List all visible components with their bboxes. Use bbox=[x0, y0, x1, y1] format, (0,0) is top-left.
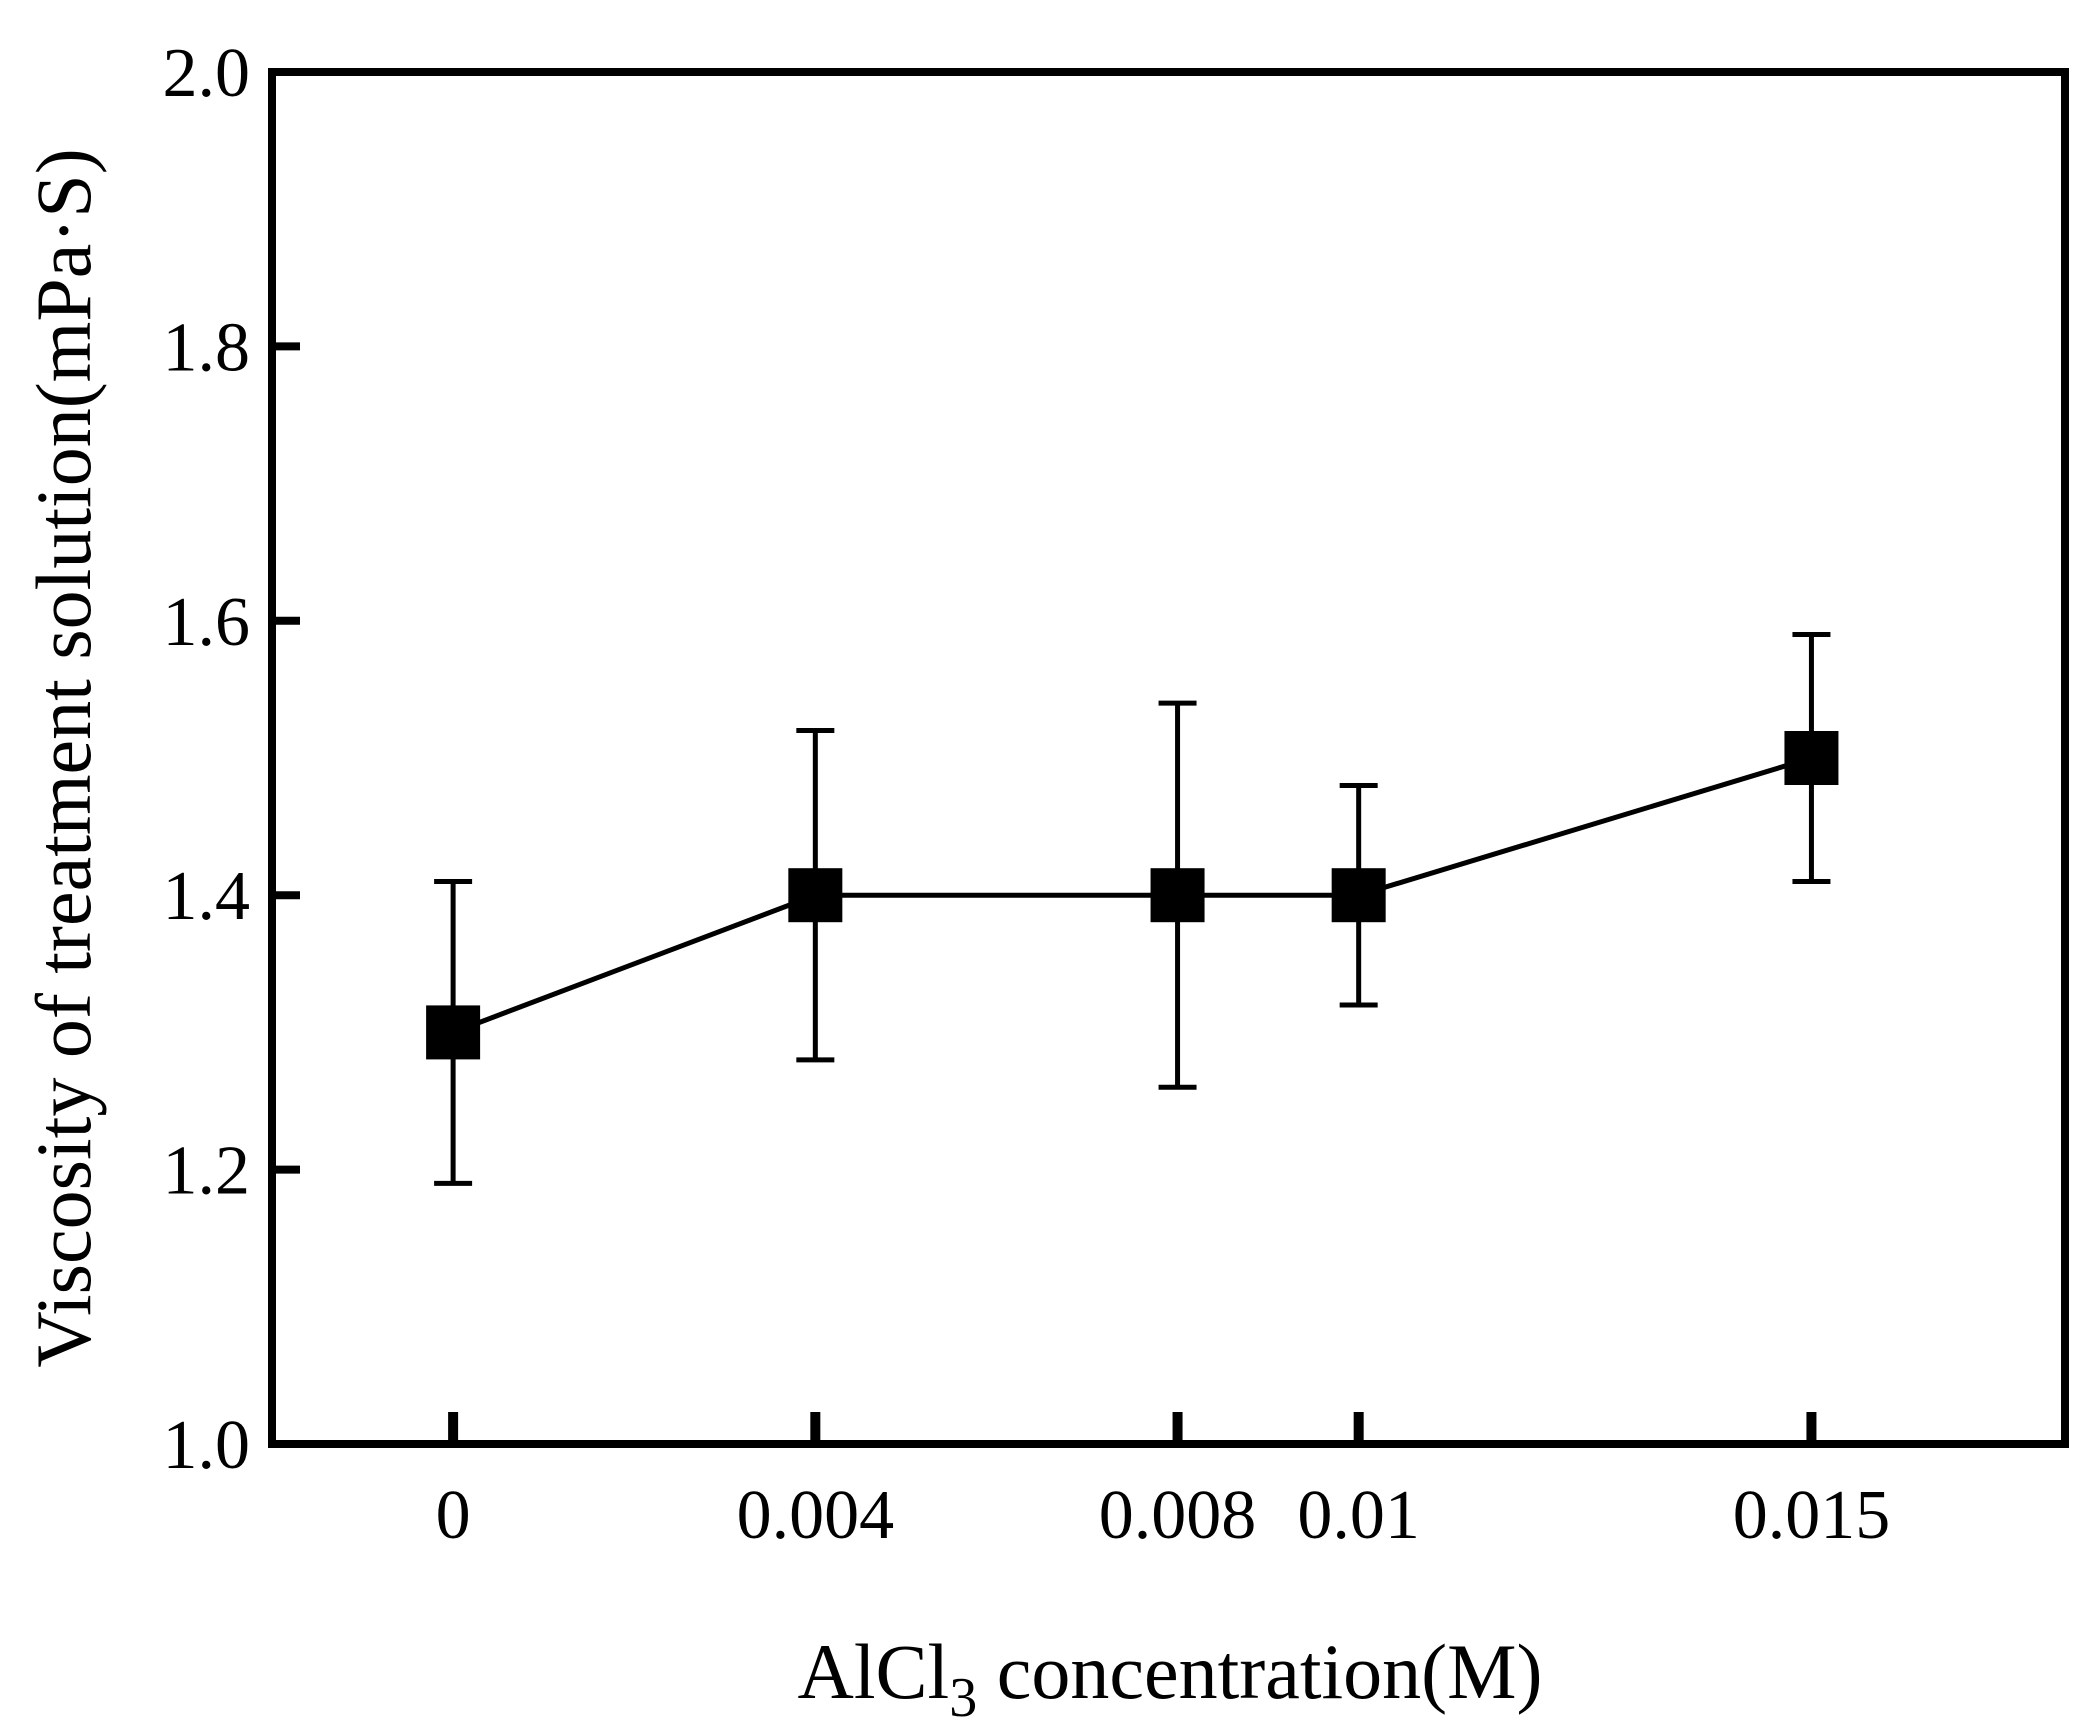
x-tick-label: 0 bbox=[436, 1477, 471, 1554]
x-tick-label: 0.008 bbox=[1099, 1477, 1257, 1554]
plot-frame bbox=[268, 68, 2069, 1448]
markers bbox=[426, 731, 1839, 1060]
x-axis-ticks: 0 0.004 0.008 0.01 0.015 bbox=[436, 1412, 1891, 1554]
y-tick-label: 1.4 bbox=[163, 858, 251, 935]
y-tick-label: 1.8 bbox=[163, 309, 251, 386]
error-bars bbox=[434, 632, 1831, 1186]
y-tick-label: 1.0 bbox=[163, 1407, 251, 1484]
series-line-group bbox=[452, 755, 1813, 1035]
y-axis-title: Viscosity of treatment solution(mPa·S) bbox=[20, 148, 107, 1367]
data-point bbox=[426, 1005, 481, 1060]
x-tick-label: 0.004 bbox=[737, 1477, 895, 1554]
data-point bbox=[1331, 868, 1386, 923]
y-tick-label: 1.2 bbox=[163, 1133, 251, 1210]
y-tick-label: 1.6 bbox=[163, 584, 251, 661]
x-axis-title: AlCl3 concentration(M) bbox=[798, 1628, 1543, 1724]
x-tick-label: 0.015 bbox=[1733, 1477, 1891, 1554]
data-point bbox=[1784, 731, 1839, 785]
x-tick-label: 0.01 bbox=[1297, 1477, 1420, 1554]
series-line bbox=[452, 755, 1813, 1035]
data-point bbox=[1150, 868, 1205, 923]
y-tick-label: 2.0 bbox=[163, 35, 251, 112]
y-axis-ticks: 1.0 1.2 1.4 1.6 1.8 2.0 bbox=[163, 35, 300, 1484]
data-point bbox=[788, 868, 843, 923]
